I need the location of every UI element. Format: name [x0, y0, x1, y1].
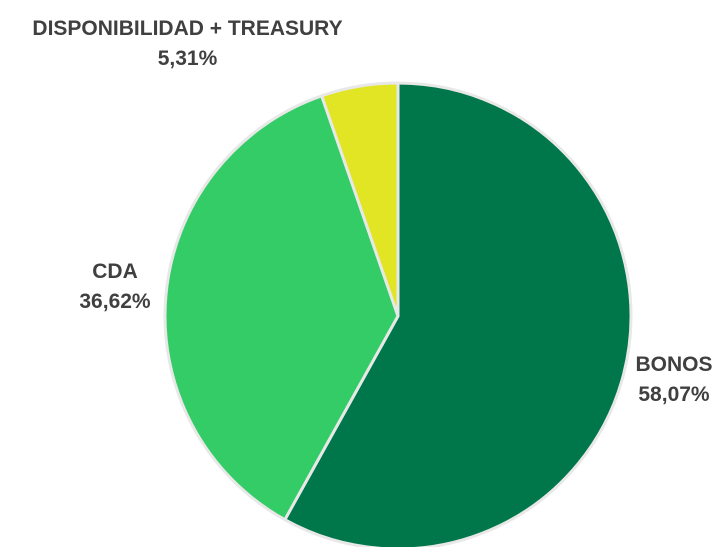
slice-label-disponibilidad: DISPONIBILIDAD + TREASURY 5,31%	[20, 14, 355, 74]
slice-label-disponibilidad-name: DISPONIBILIDAD + TREASURY	[20, 14, 355, 44]
slice-label-bonos-name: BONOS	[628, 350, 720, 380]
slice-label-disponibilidad-value: 5,31%	[20, 44, 355, 74]
slice-label-cda: CDA 36,62%	[60, 257, 170, 317]
slice-label-cda-name: CDA	[60, 257, 170, 287]
slice-label-bonos-value: 58,07%	[628, 380, 720, 410]
slice-label-bonos: BONOS 58,07%	[628, 350, 720, 410]
slice-label-cda-value: 36,62%	[60, 287, 170, 317]
